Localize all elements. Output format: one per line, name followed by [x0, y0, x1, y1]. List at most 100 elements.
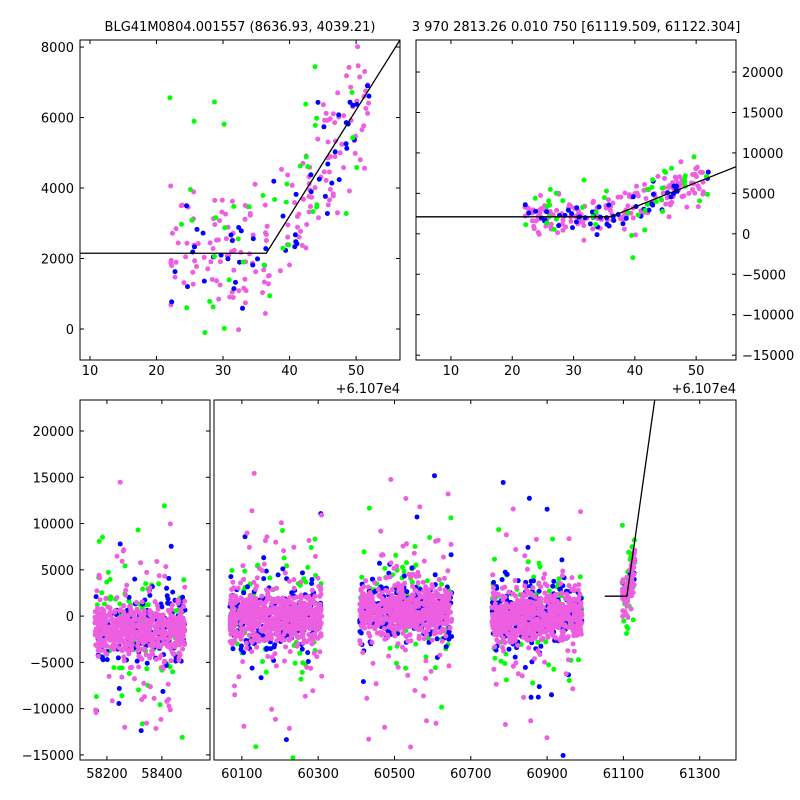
panel-right-ytick-label: −5000 — [742, 268, 786, 283]
data-point-pink — [240, 618, 246, 624]
data-point-pink — [121, 609, 127, 615]
data-point-pink — [407, 632, 413, 638]
panel-right-ytick-label: −15000 — [742, 349, 794, 364]
data-point-pink — [538, 602, 544, 608]
data-point-pink — [275, 595, 281, 601]
data-point-pink — [300, 196, 306, 202]
data-point-green — [281, 555, 287, 561]
data-point-pink — [153, 726, 159, 731]
data-point-pink — [173, 259, 179, 265]
data-point-pink — [325, 139, 331, 145]
data-point-green — [122, 563, 128, 569]
data-point-pink — [492, 601, 498, 607]
data-point-pink — [423, 676, 429, 681]
data-point-green — [93, 694, 99, 700]
data-point-blue — [115, 655, 121, 661]
data-point-pink — [363, 578, 369, 584]
data-point-pink — [236, 327, 242, 333]
data-point-green — [184, 305, 190, 311]
data-point-blue — [169, 299, 175, 305]
data-point-pink — [519, 606, 525, 612]
data-point-pink — [313, 553, 318, 559]
data-point-pink — [560, 611, 565, 617]
data-point-blue — [650, 202, 656, 208]
data-point-green — [144, 666, 150, 672]
data-point-pink — [620, 577, 626, 583]
data-point-green — [659, 185, 665, 191]
data-point-pink — [144, 617, 150, 623]
data-point-pink — [541, 623, 547, 629]
data-point-pink — [254, 583, 260, 589]
data-point-pink — [494, 605, 500, 610]
data-point-pink — [265, 590, 271, 596]
data-point-pink — [149, 648, 155, 654]
data-point-pink — [217, 218, 223, 224]
data-point-green — [642, 208, 648, 213]
data-point-pink — [179, 202, 185, 208]
data-point-pink — [357, 638, 363, 644]
data-point-pink — [536, 626, 542, 632]
data-point-pink — [97, 597, 103, 603]
data-point-pink — [569, 624, 575, 630]
data-point-pink — [228, 631, 234, 637]
data-point-green — [179, 221, 184, 227]
data-point-pink — [304, 664, 310, 670]
data-point-pink — [441, 554, 446, 560]
data-point-pink — [395, 664, 401, 670]
data-point-blue — [550, 583, 556, 589]
data-point-pink — [230, 579, 236, 585]
data-point-pink — [136, 634, 142, 640]
data-point-green — [303, 579, 309, 585]
data-point-green — [222, 225, 228, 231]
data-point-pink — [279, 607, 284, 613]
data-point-pink — [624, 603, 630, 609]
data-point-pink — [382, 724, 388, 730]
data-point-pink — [555, 623, 561, 629]
data-point-pink — [312, 611, 318, 617]
data-point-green — [314, 115, 320, 121]
data-point-pink — [238, 603, 244, 609]
data-point-green — [604, 188, 609, 194]
data-point-pink — [266, 281, 271, 287]
data-point-pink — [559, 591, 565, 597]
data-point-pink — [493, 681, 499, 687]
data-point-pink — [112, 609, 118, 615]
data-point-green — [119, 693, 125, 699]
data-point-green — [619, 522, 625, 528]
data-point-pink — [447, 625, 453, 631]
model-line-right — [416, 166, 736, 218]
data-point-pink — [254, 644, 260, 650]
data-point-blue — [172, 269, 178, 275]
data-point-pink — [262, 311, 268, 316]
data-point-pink — [512, 638, 518, 643]
data-point-pink — [574, 615, 580, 621]
data-point-green — [292, 660, 298, 666]
data-point-pink — [190, 269, 196, 275]
data-point-pink — [296, 234, 302, 240]
data-point-pink — [536, 231, 542, 237]
data-point-green — [211, 253, 217, 259]
data-point-pink — [387, 622, 393, 628]
data-point-green — [253, 744, 259, 750]
data-point-blue — [225, 256, 231, 262]
data-point-pink — [212, 222, 218, 228]
data-point-green — [221, 325, 227, 331]
data-point-pink — [432, 628, 438, 634]
data-point-pink — [507, 637, 513, 643]
data-point-pink — [97, 641, 102, 647]
data-point-pink — [178, 620, 184, 626]
data-point-pink — [287, 262, 292, 268]
data-point-pink — [249, 649, 255, 655]
data-point-green — [536, 560, 542, 566]
data-point-pink — [686, 190, 692, 196]
data-point-pink — [306, 194, 312, 199]
data-point-green — [181, 577, 187, 583]
bottom-seg0-ytick-label: 15000 — [33, 471, 74, 486]
data-point-green — [593, 209, 599, 215]
data-point-pink — [642, 182, 648, 187]
data-point-blue — [620, 221, 626, 227]
data-point-pink — [122, 724, 128, 730]
data-point-blue — [116, 701, 122, 706]
data-point-pink — [496, 610, 502, 616]
